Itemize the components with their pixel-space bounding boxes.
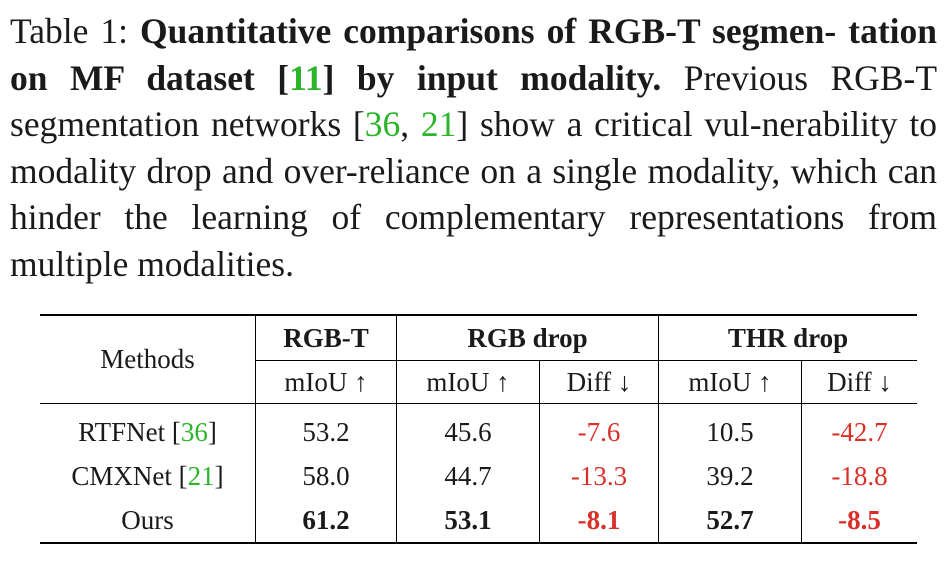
caption-body-part1: Previous RGB-T segmentation networks [ xyxy=(10,57,938,145)
rgbdrop-miou-cell: 45.6 xyxy=(396,403,540,454)
rgbt-miou-cell: 58.0 xyxy=(255,454,397,498)
caption-title-part1: Quantitative comparisons of RGB-T segmen… xyxy=(139,11,837,51)
table-row: CMXNet [21] 58.0 44.7 -13.3 39.2 -18.8 xyxy=(40,454,917,498)
method-name: RTFNet [ xyxy=(78,416,181,447)
method-cell: Ours xyxy=(40,498,256,544)
method-cell: RTFNet [36] xyxy=(40,403,256,454)
caption-title-part2: tation on MF dataset [ xyxy=(10,11,937,98)
thrdrop-diff-cell: -18.8 xyxy=(831,460,888,491)
method-name: CMXNet [ xyxy=(71,460,188,491)
caption-body-part2: ] show a critical vul-nerability to moda… xyxy=(10,104,937,284)
citation-link-11[interactable]: 11 xyxy=(289,57,323,98)
header-row-metrics: mIoU ↑ mIoU ↑ Diff ↓ mIoU ↑ Diff ↓ xyxy=(40,360,917,404)
thrdrop-diff-cell: -42.7 xyxy=(801,403,917,454)
rgbt-miou-cell: 61.2 xyxy=(255,498,397,544)
table-caption: Table 1: Quantitative comparisons of RGB… xyxy=(10,8,937,287)
header-group-rgb-drop: RGB drop xyxy=(396,314,659,361)
citation-link-36[interactable]: 36 xyxy=(364,104,401,144)
rgbt-miou-cell: 53.2 xyxy=(255,403,397,454)
method-cell: CMXNet [21] xyxy=(40,454,256,498)
rgbdrop-miou-cell: 44.7 xyxy=(396,454,540,498)
thrdrop-diff-cell: -8.5 xyxy=(801,498,917,544)
rgbdrop-diff-cell: -7.6 xyxy=(539,403,659,454)
table-row: RTFNet [36] 53.2 45.6 -7.6 10.5 -42.7 xyxy=(40,403,917,454)
caption-title-part3: ] by input modality. xyxy=(322,57,662,98)
thrdrop-miou-cell: 10.5 xyxy=(658,403,802,454)
caption-title: Quantitative comparisons of RGB-T segmen… xyxy=(10,11,937,98)
caption-label: Table 1: xyxy=(10,11,128,51)
header-group-rgbt: RGB-T xyxy=(255,314,397,361)
citation-link-36[interactable]: 36 xyxy=(180,416,208,447)
header-rgbdrop-miou: mIoU ↑ xyxy=(396,360,540,404)
method-bracket: ] xyxy=(214,460,224,491)
rgbdrop-diff-cell: -8.1 xyxy=(539,498,659,544)
citation-link-21[interactable]: 21 xyxy=(187,460,215,491)
results-table: Methods RGB-T RGB drop THR drop mIoU ↑ m… xyxy=(40,314,917,544)
header-row-groups: Methods RGB-T RGB drop THR drop xyxy=(40,314,917,404)
header-thrdrop-miou: mIoU ↑ xyxy=(658,360,802,404)
table-row: Ours 61.2 53.1 -8.1 52.7 -8.5 xyxy=(40,498,917,544)
method-name: Ours xyxy=(121,504,174,535)
header-group-thr-drop: THR drop xyxy=(658,314,917,361)
citation-link-21[interactable]: 21 xyxy=(420,104,457,144)
thrdrop-miou-cell: 52.7 xyxy=(658,498,802,544)
header-rgbt-miou: mIoU ↑ xyxy=(255,360,397,404)
header-thrdrop-diff: Diff ↓ xyxy=(827,366,892,397)
rgbdrop-diff-cell: -13.3 xyxy=(539,454,659,498)
thrdrop-miou-cell: 39.2 xyxy=(658,454,802,498)
rgbdrop-miou-cell: 53.1 xyxy=(396,498,540,544)
caption-body-sep: , xyxy=(400,104,421,144)
header-rgbdrop-diff: Diff ↓ xyxy=(539,360,659,404)
header-methods: Methods xyxy=(40,314,256,404)
method-bracket: ] xyxy=(207,416,217,447)
